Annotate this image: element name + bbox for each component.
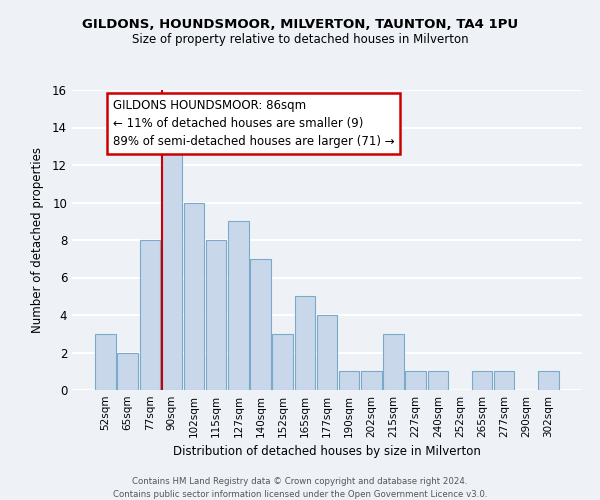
- Bar: [494, 371, 514, 390]
- Bar: [361, 371, 382, 390]
- Bar: [295, 296, 315, 390]
- Bar: [428, 371, 448, 390]
- Text: Size of property relative to detached houses in Milverton: Size of property relative to detached ho…: [131, 32, 469, 46]
- Bar: [406, 371, 426, 390]
- Bar: [118, 352, 138, 390]
- Bar: [95, 334, 116, 390]
- Bar: [472, 371, 493, 390]
- Bar: [339, 371, 359, 390]
- Bar: [538, 371, 559, 390]
- Text: Contains public sector information licensed under the Open Government Licence v3: Contains public sector information licen…: [113, 490, 487, 499]
- Y-axis label: Number of detached properties: Number of detached properties: [31, 147, 44, 333]
- Text: Contains HM Land Registry data © Crown copyright and database right 2024.: Contains HM Land Registry data © Crown c…: [132, 478, 468, 486]
- Text: GILDONS, HOUNDSMOOR, MILVERTON, TAUNTON, TA4 1PU: GILDONS, HOUNDSMOOR, MILVERTON, TAUNTON,…: [82, 18, 518, 30]
- Bar: [250, 259, 271, 390]
- Bar: [317, 315, 337, 390]
- Bar: [228, 221, 248, 390]
- Bar: [161, 146, 182, 390]
- X-axis label: Distribution of detached houses by size in Milverton: Distribution of detached houses by size …: [173, 446, 481, 458]
- Text: GILDONS HOUNDSMOOR: 86sqm
← 11% of detached houses are smaller (9)
89% of semi-d: GILDONS HOUNDSMOOR: 86sqm ← 11% of detac…: [113, 99, 394, 148]
- Bar: [184, 202, 204, 390]
- Bar: [272, 334, 293, 390]
- Bar: [383, 334, 404, 390]
- Bar: [140, 240, 160, 390]
- Bar: [206, 240, 226, 390]
